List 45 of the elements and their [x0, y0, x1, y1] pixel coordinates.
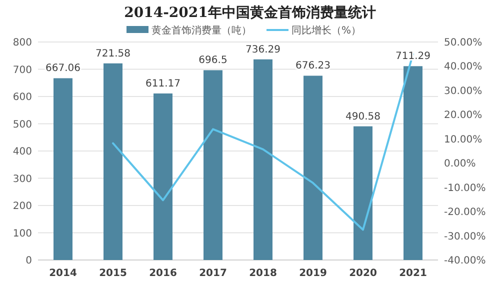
- x-tick-label: 2019: [299, 268, 327, 279]
- legend-label: 黄金首饰消费量（吨）: [152, 24, 252, 36]
- y2-tick-label: 20.00%: [444, 110, 482, 122]
- data-label: 676.23: [296, 60, 330, 72]
- data-label: 696.5: [198, 55, 228, 66]
- data-label: 667.06: [46, 63, 80, 74]
- bar: [104, 63, 122, 260]
- x-tick-label: 2018: [249, 268, 277, 279]
- y2-tick-label: -20.00%: [444, 207, 486, 218]
- y-tick-label: 600: [12, 92, 32, 103]
- y2-tick-label: -40.00%: [444, 256, 486, 266]
- x-tick-label: 2014: [49, 268, 77, 279]
- y-tick-label: 400: [12, 146, 32, 158]
- bar: [254, 59, 272, 260]
- data-label: 736.29: [246, 44, 280, 56]
- bar: [204, 70, 222, 260]
- y-tick-label: 300: [12, 174, 32, 185]
- y2-tick-label: 0.00%: [444, 158, 476, 170]
- chart-title: 2014-2021年中国黄金首饰消费量统计: [124, 4, 376, 21]
- y-tick-label: 800: [12, 38, 32, 48]
- bar: [54, 78, 72, 260]
- bar: [304, 76, 322, 260]
- y2-tick-label: -30.00%: [444, 231, 486, 242]
- y2-tick-label: 40.00%: [444, 62, 482, 73]
- data-label: 721.58: [96, 48, 130, 60]
- y2-tick-label: 50.00%: [444, 38, 482, 48]
- y2-tick-label: 10.00%: [444, 134, 482, 146]
- x-tick-label: 2016: [149, 268, 177, 279]
- data-label: 490.58: [346, 111, 380, 122]
- bar: [354, 126, 372, 260]
- bar: [154, 93, 172, 260]
- y-tick-label: 100: [12, 228, 32, 240]
- legend-label: 同比增长（%）: [292, 24, 362, 36]
- y-tick-label: 500: [12, 119, 32, 130]
- y2-tick-label: -10.00%: [444, 182, 486, 194]
- x-tick-label: 2021: [399, 268, 427, 279]
- data-label: 611.17: [146, 78, 180, 90]
- x-tick-label: 2020: [349, 268, 377, 279]
- x-tick-label: 2017: [199, 268, 227, 279]
- y-tick-label: 0: [26, 256, 32, 266]
- y2-tick-label: 30.00%: [444, 86, 482, 97]
- bar: [404, 66, 422, 260]
- y-tick-label: 700: [12, 64, 32, 76]
- x-tick-label: 2015: [99, 268, 127, 279]
- y-tick-label: 200: [12, 201, 32, 212]
